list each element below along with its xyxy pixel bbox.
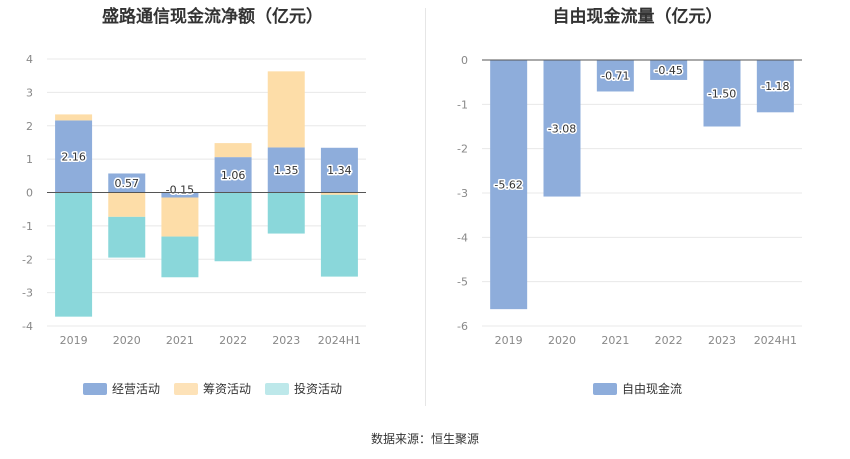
y-tick-label: 0 — [461, 54, 468, 67]
bar-segment — [55, 114, 93, 121]
y-tick-label: -1 — [457, 98, 468, 111]
legend-item-operating[interactable]: 经营活动 — [82, 380, 160, 397]
y-tick-label: -4 — [22, 320, 33, 333]
data-label: -5.62 — [494, 179, 522, 192]
bar-segment — [267, 71, 305, 148]
bar-segment — [320, 147, 358, 193]
bar-segment — [490, 60, 528, 310]
bar-segment — [161, 236, 199, 278]
data-label: -0.45 — [654, 64, 682, 77]
y-tick-label: 1 — [26, 153, 33, 166]
y-tick-label: -3 — [457, 187, 468, 200]
legend-item-investing[interactable]: 投资活动 — [265, 380, 342, 397]
data-label: -0.15 — [166, 184, 194, 197]
y-tick-label: -5 — [457, 276, 468, 289]
y-tick-label: -2 — [22, 253, 33, 266]
free-cashflow-plot: 0 -1 -2 -3 -4 -5 -6 2019 -5.62 2020 -3.08 2021 -0.71… — [457, 54, 802, 347]
bar-segment — [543, 60, 581, 197]
legend-label-investing: 投资活动 — [294, 382, 343, 396]
free-cashflow-legend: 自由现金流 — [425, 380, 850, 397]
y-tick-label: -4 — [457, 231, 468, 244]
data-label: 2.16 — [61, 150, 86, 163]
x-tick-label: 2021 — [166, 334, 194, 347]
cashflow-net-plot: 4 3 2 1 0 -1 -2 -3 -4 2019 2.16 2020 0.57 2021 -0.15 20… — [22, 53, 366, 347]
data-label: 0.57 — [115, 177, 140, 190]
bar-segment — [214, 157, 252, 193]
data-label: -3.08 — [548, 122, 576, 135]
bar-segment — [703, 60, 741, 127]
x-tick-label: 2019 — [495, 334, 523, 347]
x-tick-label: 2020 — [548, 334, 576, 347]
legend-swatch-investing — [265, 382, 289, 395]
free-cashflow-chart: 自由现金流量（亿元） 0 -1 -2 -3 -4 -5 -6 2019 -5.62 2020 -3.… — [425, 0, 850, 410]
x-tick-label: 2022 — [655, 334, 683, 347]
bar-segment — [161, 192, 199, 198]
bar-segment — [108, 192, 146, 217]
x-tick-label: 2020 — [113, 334, 141, 347]
legend-item-financing[interactable]: 筹资活动 — [173, 380, 251, 397]
x-tick-label: 2019 — [60, 334, 88, 347]
legend-swatch-free-cashflow — [592, 382, 617, 395]
bar-segment — [267, 192, 305, 234]
x-tick-label: 2024H1 — [754, 334, 797, 347]
chart-title-free-cashflow: 自由现金流量（亿元） — [552, 7, 723, 27]
y-tick-label: 3 — [26, 86, 33, 99]
data-label: 1.35 — [274, 164, 299, 177]
y-tick-label: -3 — [22, 287, 33, 300]
y-tick-label: -6 — [457, 320, 468, 333]
bar-segment — [55, 120, 93, 193]
legend-label-free-cashflow: 自由现金流 — [621, 382, 682, 396]
bar-segment — [214, 192, 252, 262]
data-label: 1.34 — [327, 164, 352, 177]
bar-segment — [650, 60, 688, 80]
legend-label-operating: 经营活动 — [111, 382, 160, 396]
data-label: -1.18 — [761, 80, 789, 93]
bar-segment — [320, 194, 358, 277]
data-label: -1.50 — [708, 87, 736, 100]
x-tick-label: 2022 — [219, 334, 247, 347]
legend-label-financing: 筹资活动 — [202, 382, 251, 396]
bar-segment — [108, 173, 146, 193]
data-label: -0.71 — [601, 70, 629, 83]
chart-title-cashflow: 盛路通信现金流净额（亿元） — [102, 7, 323, 27]
legend-swatch-financing — [173, 382, 198, 395]
bar-segment — [55, 192, 93, 317]
x-tick-label: 2023 — [272, 334, 300, 347]
bar-segment — [320, 192, 358, 195]
cashflow-legend: 经营活动 筹资活动 投资活动 — [0, 380, 425, 397]
legend-item-free-cashflow[interactable]: 自由现金流 — [592, 380, 682, 397]
y-tick-label: 4 — [26, 53, 33, 66]
y-tick-label: 0 — [26, 187, 33, 200]
x-tick-label: 2023 — [708, 334, 736, 347]
bar-segment — [756, 60, 794, 113]
legend-swatch-operating — [82, 382, 107, 395]
cashflow-net-chart: 盛路通信现金流净额（亿元） 4 3 2 1 0 -1 -2 -3 -4 2019 2.16 2020 0… — [0, 0, 425, 410]
bar-segment — [108, 216, 146, 258]
bar-segment — [596, 60, 634, 92]
y-tick-label: -2 — [457, 143, 468, 156]
data-label: 1.06 — [221, 169, 246, 182]
y-tick-label: 2 — [26, 120, 33, 133]
bar-segment — [214, 143, 252, 158]
bar-segment — [267, 147, 305, 193]
x-tick-label: 2021 — [601, 334, 629, 347]
x-tick-label: 2024H1 — [318, 334, 361, 347]
data-source-note: 数据来源：恒生聚源 — [370, 432, 479, 446]
y-tick-label: -1 — [22, 220, 33, 233]
panel-divider — [425, 8, 426, 406]
bar-segment — [161, 197, 199, 237]
